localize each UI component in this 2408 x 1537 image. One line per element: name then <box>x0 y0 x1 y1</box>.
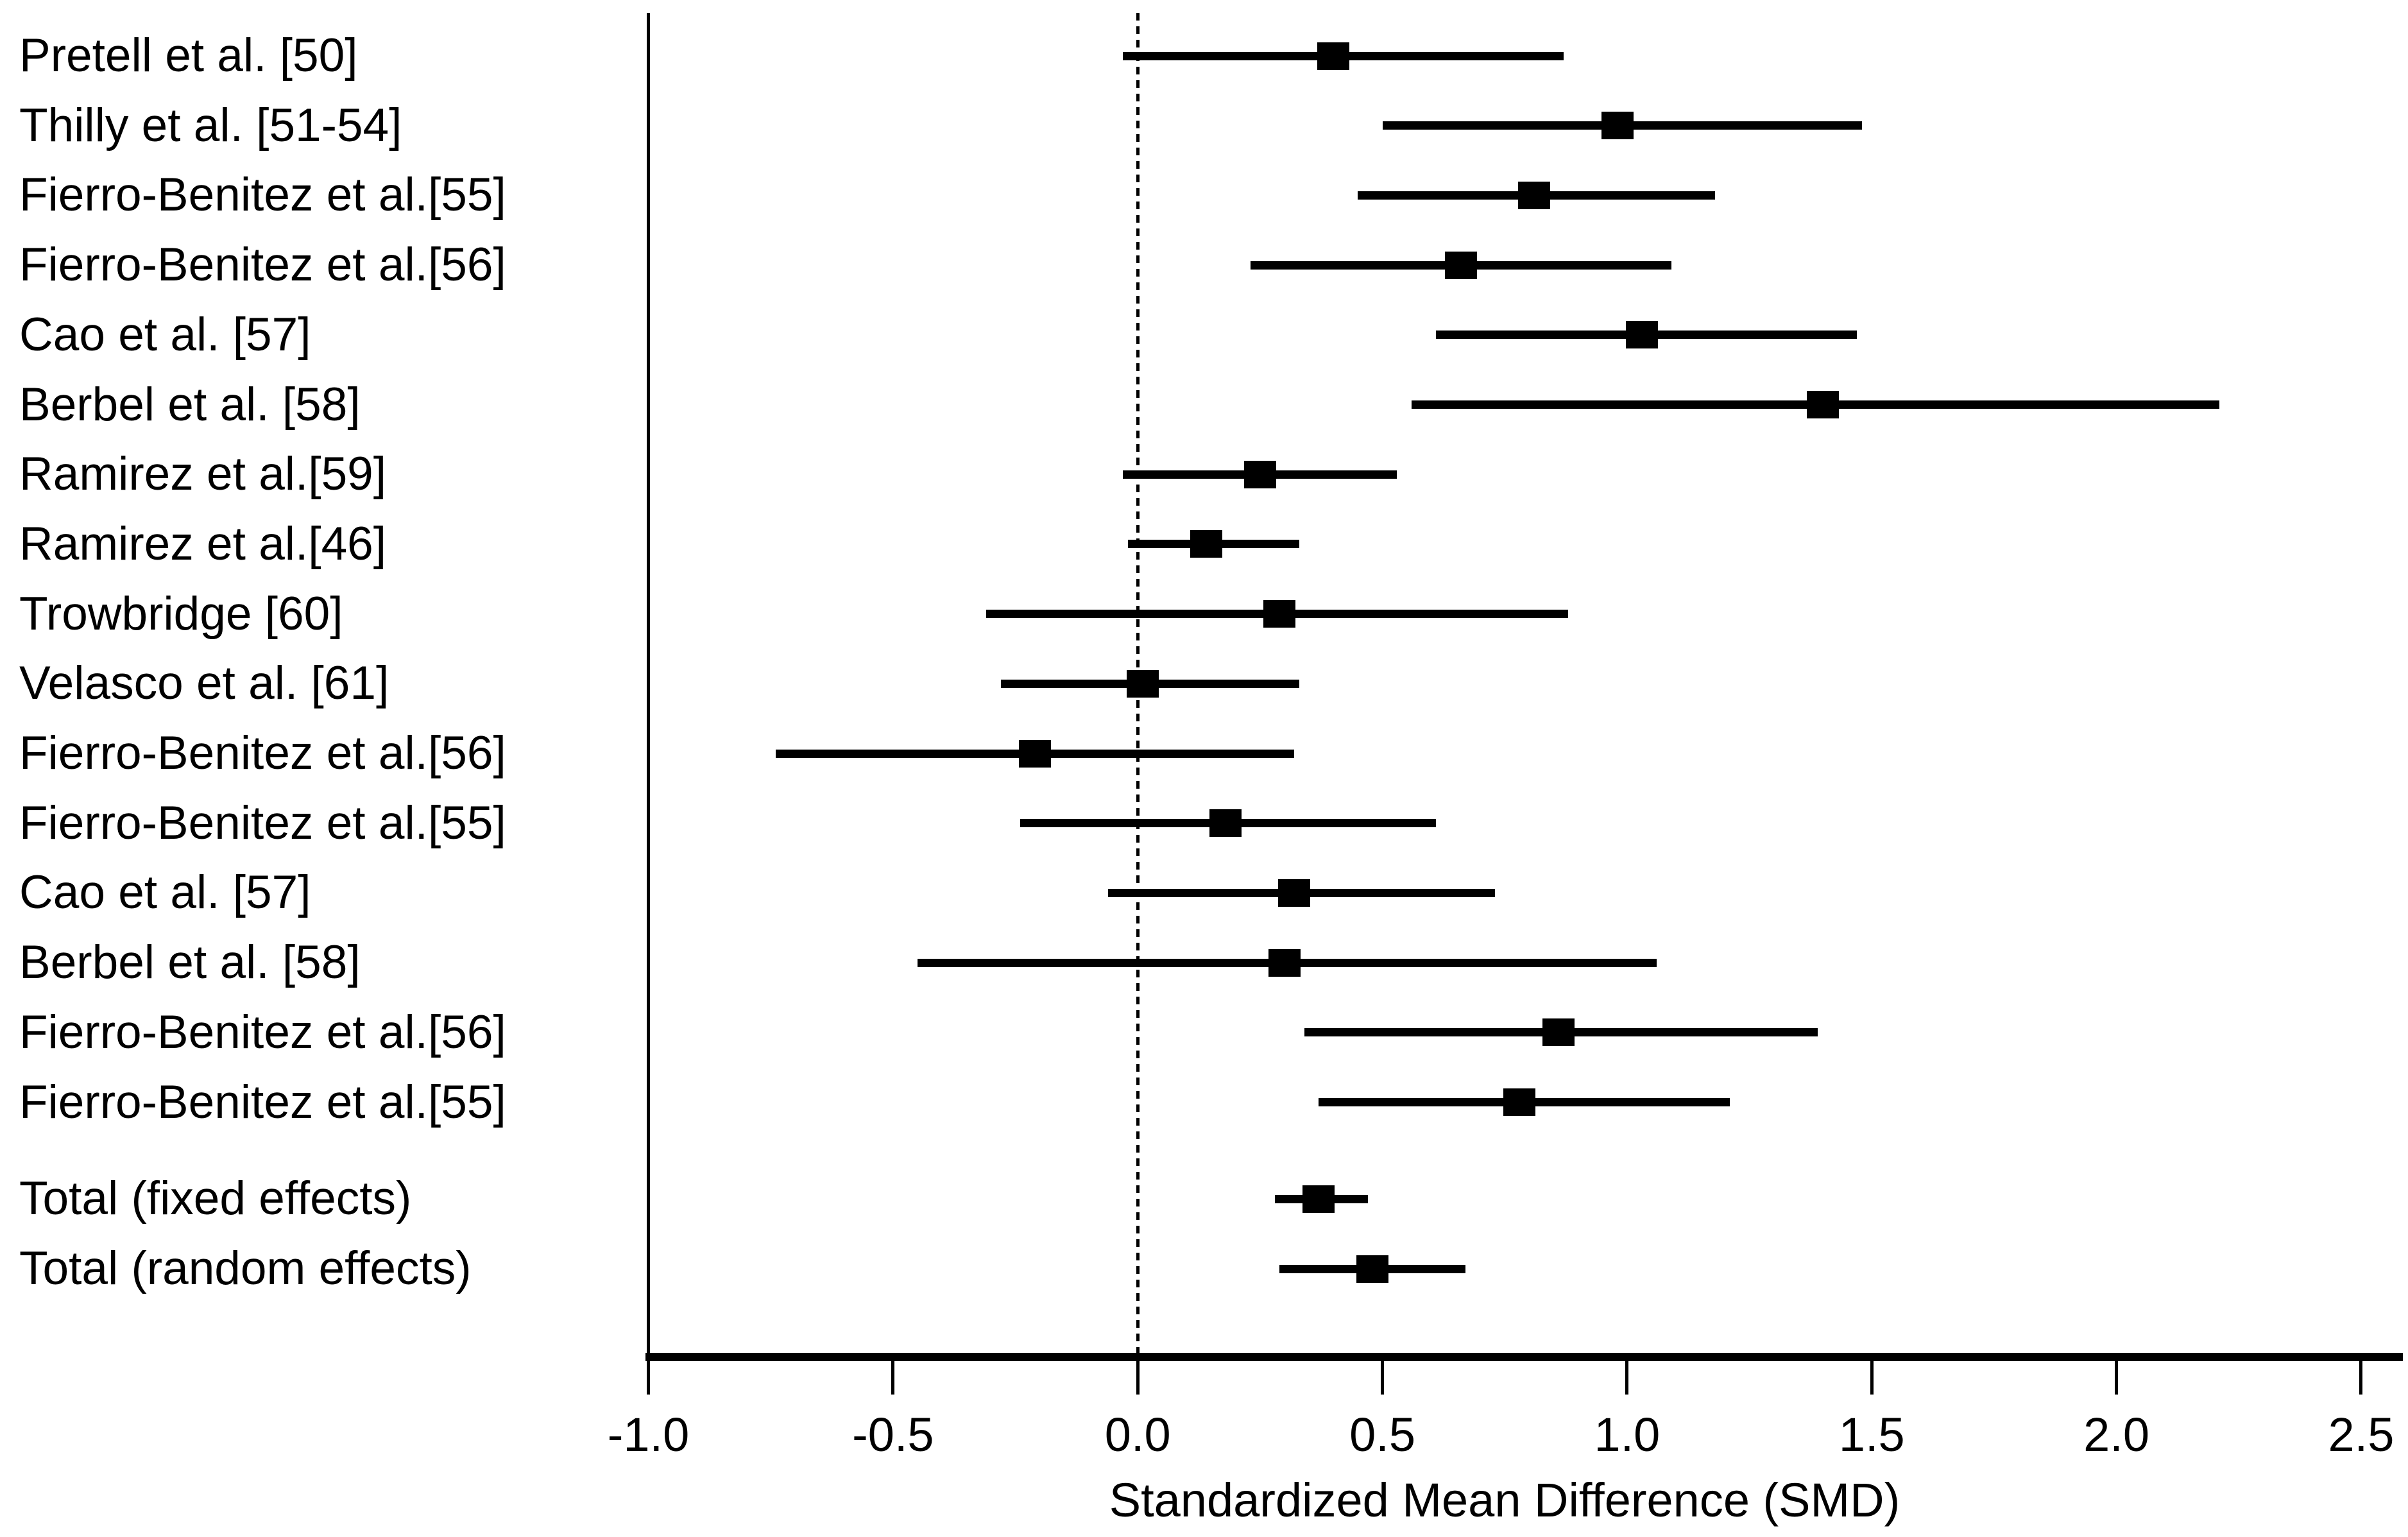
plot-left-border-line <box>647 13 650 1361</box>
study-row-label: Pretell et al. [50] <box>19 30 358 82</box>
study-row-label: Ramirez et al.[46] <box>19 517 387 570</box>
study-row-label: Cao et al. [57] <box>19 308 311 361</box>
x-axis-tick <box>1136 1361 1140 1395</box>
x-axis-tick <box>1870 1361 1874 1395</box>
x-axis-tick-label: 0.0 <box>1104 1408 1171 1461</box>
point-estimate-marker <box>1263 600 1296 628</box>
zero-reference-line <box>1136 13 1140 1353</box>
study-row-label: Ramirez et al.[59] <box>19 448 387 501</box>
study-row-label: Fierro-Benitez et al.[55] <box>19 796 506 849</box>
study-row-label: Fierro-Benitez et al.[55] <box>19 169 506 221</box>
x-axis-tick-label: 2.5 <box>2328 1408 2395 1461</box>
study-row-label: Fierro-Benitez et al.[56] <box>19 1006 506 1058</box>
point-estimate-marker <box>1243 460 1276 488</box>
study-row-label: Thilly et al. [51-54] <box>19 99 402 151</box>
study-row-label: Fierro-Benitez et al.[56] <box>19 727 506 779</box>
point-estimate-marker <box>1503 1088 1536 1116</box>
point-estimate-marker <box>1601 112 1634 140</box>
x-axis-tick <box>891 1361 895 1395</box>
point-estimate-marker <box>1517 181 1550 209</box>
study-row-label: Cao et al. [57] <box>19 866 311 919</box>
x-axis-tick <box>1625 1361 1629 1395</box>
point-estimate-marker <box>1625 321 1658 349</box>
point-estimate-marker <box>1444 251 1477 279</box>
x-axis-tick-label: 1.5 <box>1838 1408 1905 1461</box>
point-estimate-marker <box>1317 42 1350 70</box>
x-axis-line <box>645 1352 2403 1361</box>
study-row-label: Berbel et al. [58] <box>19 936 361 989</box>
x-axis-tick <box>2359 1361 2363 1395</box>
study-row-label: Fierro-Benitez et al.[56] <box>19 239 506 291</box>
x-axis-tick <box>2115 1361 2119 1395</box>
total-row-label: Total (random effects) <box>19 1242 472 1294</box>
x-axis-tick-label: -1.0 <box>607 1408 690 1461</box>
point-estimate-marker <box>1302 1185 1335 1213</box>
point-estimate-marker <box>1209 809 1242 837</box>
total-row-label: Total (fixed effects) <box>19 1172 412 1224</box>
point-estimate-marker <box>1019 739 1052 768</box>
x-axis-title: Standardized Mean Difference (SMD) <box>1109 1473 1900 1527</box>
x-axis-tick-label: 2.0 <box>2083 1408 2150 1461</box>
point-estimate-marker <box>1356 1255 1389 1283</box>
point-estimate-marker <box>1278 879 1311 907</box>
point-estimate-marker <box>1268 949 1301 977</box>
study-row-label: Velasco et al. [61] <box>19 657 389 710</box>
x-axis-tick <box>647 1361 650 1395</box>
point-estimate-marker <box>1190 530 1222 558</box>
study-row-label: Trowbridge [60] <box>19 587 343 640</box>
study-row-label: Fierro-Benitez et al.[55] <box>19 1076 506 1128</box>
point-estimate-marker <box>1542 1018 1575 1047</box>
point-estimate-marker <box>1126 669 1159 698</box>
point-estimate-marker <box>1806 391 1839 418</box>
study-row-label: Berbel et al. [58] <box>19 378 361 431</box>
x-axis-tick-label: 0.5 <box>1349 1408 1415 1461</box>
x-axis-tick-label: 1.0 <box>1594 1408 1661 1461</box>
x-axis-tick <box>1381 1361 1385 1395</box>
x-axis-tick-label: -0.5 <box>852 1408 934 1461</box>
